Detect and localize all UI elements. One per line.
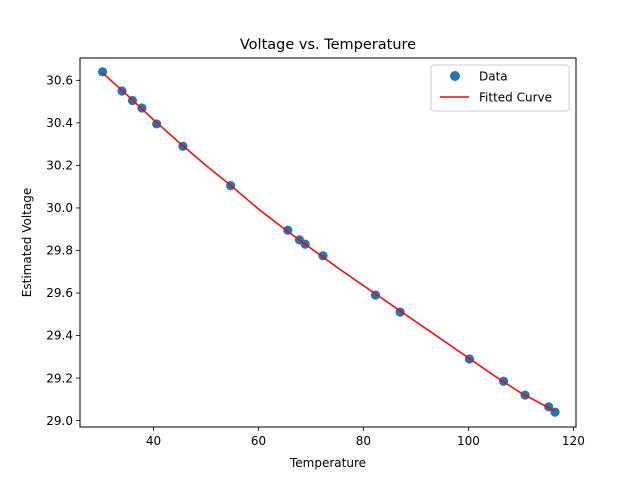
y-tick-label: 29.2 bbox=[46, 371, 73, 385]
y-tick-label: 30.2 bbox=[46, 159, 73, 173]
y-axis: 29.0 29.2 29.4 29.6 29.8 30.0 30.2 30.4 30.6 bbox=[46, 74, 80, 428]
legend: Data Fitted Curve bbox=[430, 64, 570, 112]
legend-box bbox=[430, 64, 570, 112]
x-axis-label: Temperature bbox=[289, 456, 366, 470]
y-tick-label: 29.8 bbox=[46, 244, 73, 258]
legend-data-marker bbox=[450, 71, 460, 81]
y-tick-label: 29.0 bbox=[46, 414, 73, 428]
chart-title: Voltage vs. Temperature bbox=[240, 37, 416, 53]
y-tick-label: 30.6 bbox=[46, 74, 73, 88]
legend-data-label: Data bbox=[479, 70, 508, 84]
x-tick-label: 100 bbox=[457, 434, 480, 448]
x-axis: 40 60 80 100 120 bbox=[146, 427, 585, 448]
axes-frame bbox=[79, 57, 577, 428]
plot-area bbox=[97, 67, 560, 417]
fitted-curve-line bbox=[102, 72, 556, 412]
x-tick-label: 80 bbox=[356, 434, 371, 448]
x-tick-label: 60 bbox=[251, 434, 266, 448]
x-tick-label: 120 bbox=[562, 434, 585, 448]
y-tick-label: 29.4 bbox=[46, 329, 73, 343]
x-tick-label: 40 bbox=[146, 434, 161, 448]
y-tick-label: 30.4 bbox=[46, 116, 73, 130]
legend-fitted-curve-label: Fitted Curve bbox=[479, 91, 552, 105]
y-axis-label: Estimated Voltage bbox=[20, 188, 34, 297]
y-tick-label: 29.6 bbox=[46, 286, 73, 300]
y-tick-label: 30.0 bbox=[46, 201, 73, 215]
data-point bbox=[152, 119, 162, 129]
